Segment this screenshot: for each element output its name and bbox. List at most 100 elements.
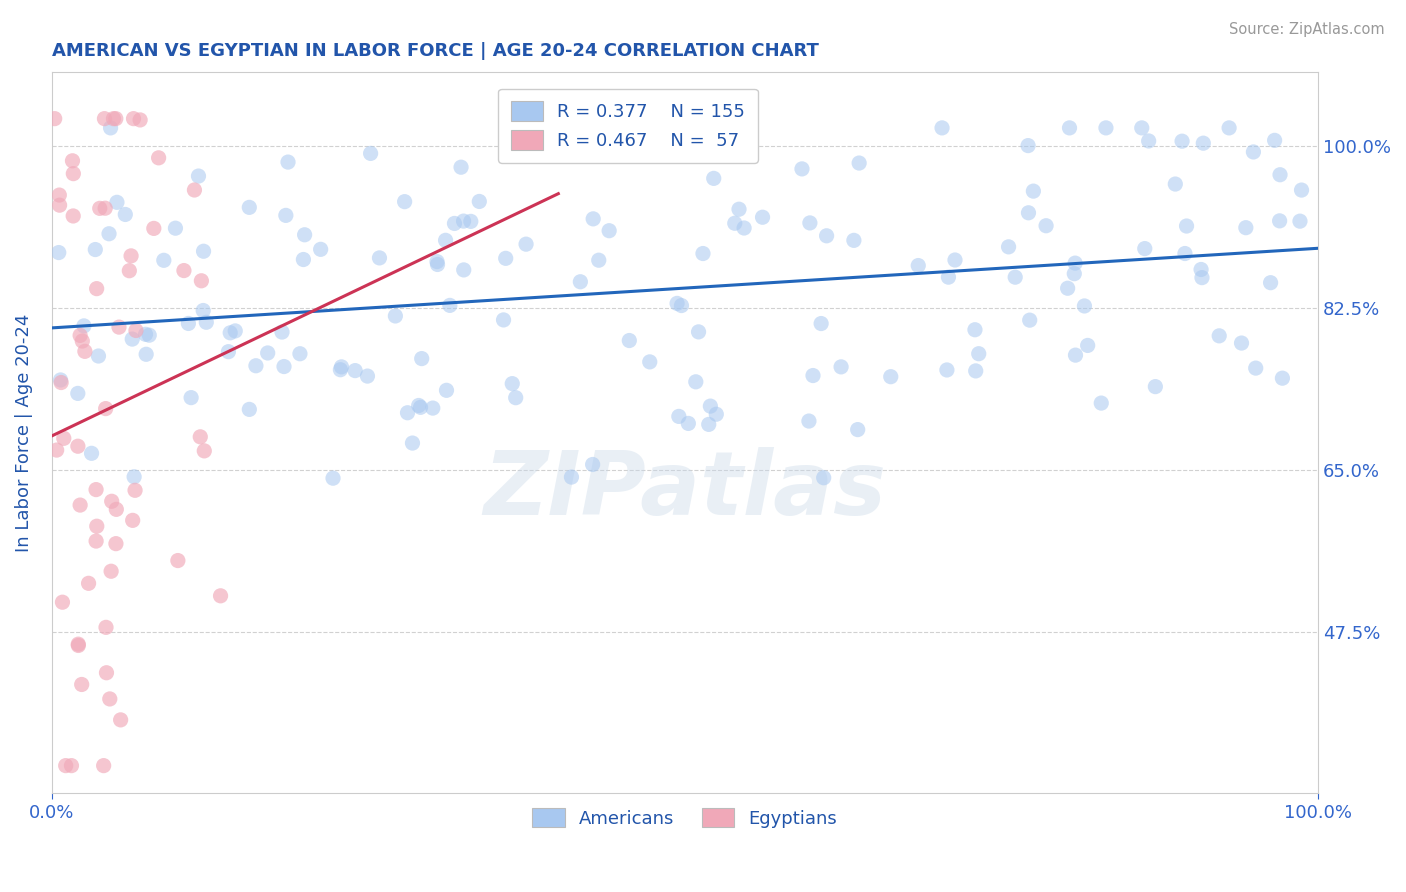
Point	[1017, 138, 1039, 153]
Point	[846, 423, 869, 437]
Point	[801, 368, 824, 383]
Point	[86, 282, 108, 296]
Point	[190, 274, 212, 288]
Point	[129, 112, 152, 127]
Point	[94, 201, 117, 215]
Point	[1175, 219, 1198, 233]
Point	[560, 470, 582, 484]
Point	[62, 153, 84, 168]
Point	[273, 359, 295, 374]
Point	[49, 376, 72, 390]
Point	[842, 233, 865, 247]
Point	[495, 252, 517, 266]
Point	[408, 399, 430, 413]
Point	[245, 359, 267, 373]
Point	[401, 436, 423, 450]
Point	[73, 344, 96, 359]
Point	[69, 328, 91, 343]
Point	[619, 334, 641, 348]
Point	[1073, 299, 1095, 313]
Point	[1095, 120, 1118, 135]
Point	[1022, 184, 1045, 198]
Point	[193, 303, 215, 318]
Point	[1164, 177, 1187, 191]
Text: Source: ZipAtlas.com: Source: ZipAtlas.com	[1229, 22, 1385, 37]
Point	[70, 677, 93, 691]
Point	[443, 217, 465, 231]
Point	[671, 299, 693, 313]
Point	[294, 227, 316, 242]
Point	[453, 214, 475, 228]
Point	[967, 347, 990, 361]
Point	[180, 391, 202, 405]
Point	[396, 406, 419, 420]
Point	[217, 344, 239, 359]
Point	[98, 227, 121, 241]
Point	[330, 359, 353, 374]
Point	[1241, 145, 1264, 159]
Point	[368, 251, 391, 265]
Point	[411, 351, 433, 366]
Point	[66, 386, 89, 401]
Point	[238, 402, 260, 417]
Point	[426, 254, 449, 268]
Point	[1018, 313, 1040, 327]
Point	[138, 328, 160, 343]
Point	[704, 407, 727, 421]
Point	[51, 595, 73, 609]
Point	[44, 112, 66, 126]
Point	[1208, 328, 1230, 343]
Point	[830, 359, 852, 374]
Point	[69, 498, 91, 512]
Point	[699, 399, 721, 413]
Point	[426, 257, 449, 271]
Point	[384, 309, 406, 323]
Point	[77, 576, 100, 591]
Point	[943, 252, 966, 267]
Point	[1192, 136, 1215, 151]
Point	[271, 325, 294, 339]
Point	[67, 639, 90, 653]
Point	[177, 317, 200, 331]
Point	[1244, 361, 1267, 376]
Point	[515, 237, 537, 252]
Point	[492, 313, 515, 327]
Point	[1234, 220, 1257, 235]
Point	[582, 211, 605, 226]
Point	[84, 483, 107, 497]
Point	[1064, 256, 1087, 270]
Point	[121, 513, 143, 527]
Point	[292, 252, 315, 267]
Point	[848, 156, 870, 170]
Point	[501, 376, 523, 391]
Point	[666, 296, 689, 310]
Point	[668, 409, 690, 424]
Point	[1137, 134, 1160, 148]
Point	[193, 443, 215, 458]
Point	[105, 502, 128, 516]
Point	[108, 320, 131, 334]
Point	[1059, 120, 1081, 135]
Point	[165, 221, 187, 235]
Point	[48, 188, 70, 202]
Point	[453, 263, 475, 277]
Point	[309, 243, 332, 257]
Point	[813, 471, 835, 485]
Point	[98, 692, 121, 706]
Point	[100, 564, 122, 578]
Point	[193, 244, 215, 259]
Point	[439, 298, 461, 312]
Point	[450, 160, 472, 174]
Point	[219, 326, 242, 340]
Point	[60, 758, 83, 772]
Point	[45, 443, 67, 458]
Point	[1260, 276, 1282, 290]
Point	[394, 194, 416, 209]
Point	[468, 194, 491, 209]
Point	[93, 112, 115, 126]
Point	[1077, 338, 1099, 352]
Point	[167, 553, 190, 567]
Point	[120, 249, 142, 263]
Point	[688, 325, 710, 339]
Point	[173, 263, 195, 277]
